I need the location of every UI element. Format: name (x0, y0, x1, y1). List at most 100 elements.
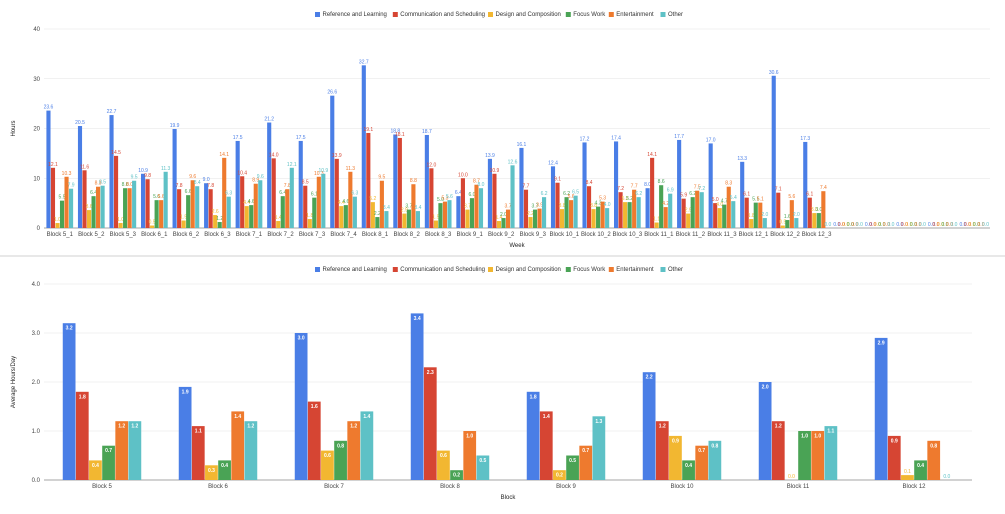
bar (222, 157, 227, 228)
bar (348, 171, 353, 228)
x-tick-label: Block 7_3 (299, 232, 326, 238)
data-label: 4.7 (721, 199, 728, 205)
bar (154, 200, 159, 228)
legend-swatch (660, 12, 666, 17)
x-tick-label: Block 8_1 (362, 232, 389, 238)
bar (96, 186, 101, 228)
bar (469, 198, 475, 228)
data-label: 0.0 (964, 222, 971, 228)
data-label: 18.1 (395, 132, 405, 138)
bar (627, 202, 632, 228)
bar (195, 186, 200, 228)
bar (285, 189, 290, 228)
data-label: 0.0 (928, 222, 935, 228)
data-label: 0.0 (973, 222, 980, 228)
bar (681, 198, 686, 228)
data-label: 5.5 (59, 195, 66, 201)
bar (50, 167, 56, 228)
data-label: 32.7 (359, 59, 369, 65)
data-label: 0.2 (556, 473, 563, 479)
data-label: 4.3 (595, 201, 602, 207)
data-label: 0.2 (453, 473, 460, 479)
data-label: 12.1 (48, 162, 58, 168)
x-tick-label: Block 7 (324, 484, 344, 490)
data-label: 1.2 (247, 424, 254, 430)
x-tick-label: Block 6_1 (141, 232, 168, 238)
bar (360, 411, 374, 480)
bar (253, 183, 258, 228)
data-label: 0.5 (479, 458, 486, 464)
x-tick-label: Block 7_1 (236, 232, 263, 238)
bar (539, 411, 553, 480)
data-label: 0.0 (824, 222, 831, 228)
bar (582, 142, 587, 228)
bar (669, 435, 682, 480)
x-tick-label: Block 10_3 (613, 232, 643, 238)
x-tick-label: Block 9_2 (488, 232, 515, 238)
bar (591, 209, 596, 228)
bar (740, 161, 745, 228)
bar (190, 180, 195, 228)
data-label: 18.7 (422, 129, 432, 135)
data-label: 2.0 (793, 212, 800, 218)
data-label: 0.0 (946, 222, 953, 228)
data-label: 0.0 (878, 222, 885, 228)
x-tick-label: Block 12 (902, 484, 926, 490)
bar (550, 166, 556, 228)
data-label: 7.7 (523, 184, 530, 190)
data-label: 14.1 (219, 152, 229, 158)
bar (887, 435, 901, 480)
data-label: 8.4 (586, 180, 593, 186)
data-label: 6.0 (468, 192, 475, 198)
x-tick-label: Block 5 (92, 484, 112, 490)
data-label: 3.0 (298, 336, 305, 342)
bar (59, 200, 65, 228)
bar (231, 411, 245, 480)
bar (208, 189, 213, 228)
bar (532, 209, 538, 228)
bar (343, 205, 348, 228)
x-tick-label: Block 11_2 (676, 232, 706, 238)
bar (618, 192, 623, 228)
bar (659, 185, 664, 228)
data-label: 4.6 (248, 199, 255, 205)
bar (564, 197, 569, 228)
data-label: 12.0 (427, 162, 437, 168)
data-label: 5.2 (626, 196, 633, 202)
bar (127, 188, 132, 228)
bar (450, 470, 463, 480)
data-label: 12.4 (548, 160, 558, 166)
data-label: 5.6 (158, 194, 165, 200)
bar (347, 421, 361, 480)
data-label: 0.0 (788, 474, 795, 480)
legend-swatch (565, 267, 571, 272)
bar (46, 110, 51, 228)
data-label: 5.6 (788, 194, 795, 200)
data-label: 6.9 (667, 188, 674, 194)
bar (555, 182, 560, 228)
data-label: 7.1 (775, 187, 782, 193)
bar (821, 191, 826, 228)
data-label: 2.0 (500, 212, 507, 218)
bar (682, 460, 695, 480)
data-label: 0.0 (982, 222, 989, 228)
data-label: 0.0 (959, 222, 966, 228)
x-tick-label: Block 8_3 (425, 232, 452, 238)
bar (476, 455, 490, 480)
data-label: 4.4 (243, 200, 250, 206)
bar (402, 213, 407, 228)
bar (695, 445, 709, 480)
bar (510, 165, 515, 228)
bar (145, 179, 150, 228)
bar (77, 126, 83, 228)
data-label: 9.6 (257, 174, 264, 180)
x-tick-label: Block 6_3 (204, 232, 231, 238)
x-tick-label: Block 5_1 (47, 232, 74, 238)
bar (731, 201, 736, 228)
bar (690, 197, 695, 228)
data-label: 8.0 (122, 182, 129, 188)
data-label: 6.3 (351, 191, 358, 197)
data-label: 12.1 (287, 162, 297, 168)
bar (271, 158, 276, 228)
x-tick-label: Block 10_1 (549, 232, 579, 238)
